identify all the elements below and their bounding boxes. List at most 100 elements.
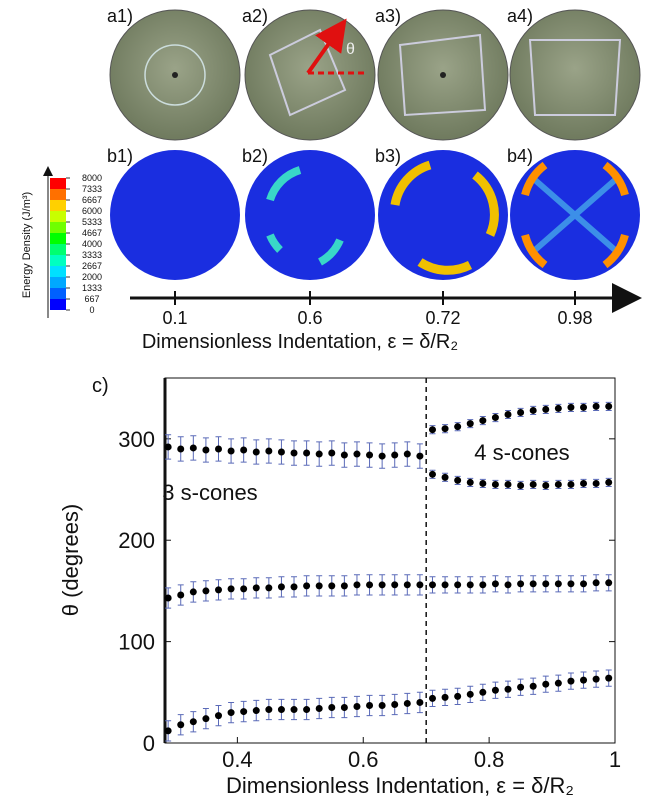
data-point [504, 411, 512, 418]
x-tick-label: 0.6 [348, 747, 379, 772]
data-point [265, 584, 273, 592]
x-tick-label: 0.4 [222, 747, 253, 772]
panel-label: b1) [107, 146, 133, 166]
data-point [177, 591, 185, 599]
data-point [491, 686, 499, 694]
indenter [440, 72, 446, 78]
data-point [177, 721, 185, 729]
data-point [303, 706, 311, 714]
data-point [479, 581, 487, 589]
data-point [416, 698, 424, 706]
data-point [542, 481, 550, 489]
data-point [252, 584, 260, 592]
data-point [592, 479, 600, 487]
data-point [303, 449, 311, 457]
strain-band [390, 160, 499, 275]
data-point [340, 582, 348, 590]
data-point [441, 581, 449, 589]
colorbar-segment [50, 255, 66, 266]
colorbar-title: Energy Density (J/m³) [21, 192, 33, 298]
panel-label: a1) [107, 6, 133, 26]
data-point [378, 581, 386, 589]
data-point [290, 583, 298, 591]
data-point [517, 481, 525, 489]
data-point [240, 585, 248, 593]
fold-lines [528, 39, 622, 116]
x-tick-label: 1 [609, 747, 621, 772]
data-point [189, 444, 197, 452]
data-point [227, 709, 235, 717]
panel-label: b4) [507, 146, 533, 166]
data-point [605, 402, 613, 410]
data-point [252, 448, 260, 456]
colorbar-segment [50, 244, 66, 256]
data-point [315, 705, 323, 713]
data-point [529, 580, 537, 588]
strain-tick-label: 0.98 [557, 308, 592, 328]
colorbar-segment [50, 178, 66, 190]
strain-tick-label: 0.6 [297, 308, 322, 328]
data-point [428, 426, 436, 434]
data-point [428, 581, 436, 589]
data-point [164, 443, 172, 451]
data-point [454, 581, 462, 589]
data-point [227, 447, 235, 455]
data-point [366, 451, 374, 459]
colorbar-segment [50, 189, 66, 200]
disk-photo [509, 9, 641, 141]
data-point [517, 408, 525, 416]
sim-disk [378, 150, 508, 280]
data-point [290, 706, 298, 714]
data-point [353, 581, 361, 589]
panel-label: a4) [507, 6, 533, 26]
data-point [428, 470, 436, 478]
data-point [605, 674, 613, 682]
colorbar-tick-label: 0 [89, 305, 94, 315]
data-point [290, 449, 298, 457]
panel-label: a2) [242, 6, 268, 26]
data-point [542, 580, 550, 588]
data-point [277, 448, 285, 456]
strain-band [266, 166, 344, 266]
colorbar-segment [50, 288, 66, 299]
x-axis-label: Dimensionless Indentation, ε = δ/R₂ [226, 773, 574, 798]
colorbar-tick-label: 4000 [82, 239, 102, 249]
data-point [567, 403, 575, 411]
colorbar-segment [50, 211, 66, 223]
colorbar-tick-label: 4667 [82, 228, 102, 238]
annotation: 3 s-cones [162, 480, 257, 505]
x-tick-label: 0.8 [474, 747, 505, 772]
data-point [567, 677, 575, 685]
colorbar-tick-label: 6000 [82, 206, 102, 216]
data-point [202, 587, 210, 595]
colorbar-tick-label: 6667 [82, 195, 102, 205]
data-point [491, 580, 499, 588]
sim-disk [110, 150, 240, 280]
data-point [567, 580, 575, 588]
data-point [202, 715, 210, 723]
y-tick-label: 0 [143, 731, 155, 756]
data-point [479, 688, 487, 696]
data-point [592, 402, 600, 410]
data-point [403, 699, 411, 707]
colorbar-segment [50, 277, 66, 289]
data-point [391, 700, 399, 708]
data-point [164, 594, 172, 602]
data-point [240, 708, 248, 716]
panel-label: b3) [375, 146, 401, 166]
data-point [340, 704, 348, 712]
data-point [491, 414, 499, 422]
data-point [592, 675, 600, 683]
fold-lines [398, 33, 487, 117]
data-point [517, 580, 525, 588]
data-point [504, 581, 512, 589]
data-point [391, 451, 399, 459]
data-point [580, 403, 588, 411]
colorbar-segment [50, 222, 66, 233]
strain-tick-label: 0.72 [425, 308, 460, 328]
data-point [542, 680, 550, 688]
data-point [479, 417, 487, 425]
data-point [277, 706, 285, 714]
